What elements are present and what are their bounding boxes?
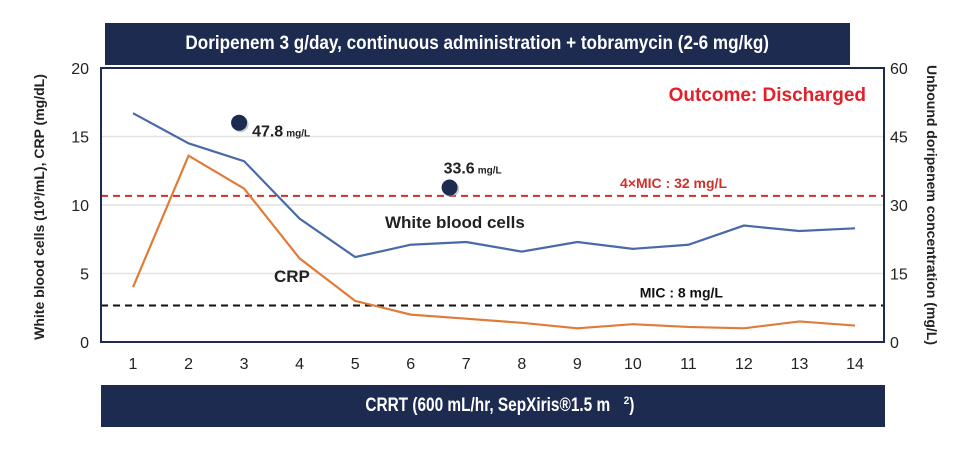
- x-tick-label: 12: [735, 356, 753, 373]
- crp-label: CRP: [274, 267, 310, 286]
- gridlines: [101, 135, 884, 275]
- point-value-label: 47.8 mg/L: [252, 124, 310, 141]
- right-tick-label: 15: [890, 267, 908, 284]
- plot-frame: [100, 67, 885, 343]
- x-tick-label: 11: [680, 356, 697, 373]
- wbc-line: [132, 112, 856, 259]
- right-tick-label: 45: [890, 130, 908, 147]
- left-axis-title: White blood cells (10³/mL), CRP (mg/dL): [31, 74, 47, 340]
- x-tick-label: 13: [791, 356, 809, 373]
- x-tick-label: 6: [406, 356, 415, 373]
- doripenem-point: [441, 179, 458, 196]
- doripenem-points: 47.8 mg/L 33.6 mg/L: [231, 114, 502, 198]
- x-axis-ticks: 1 2 3 4 5 6 7 8 9 10 11 12 13 14: [129, 356, 864, 373]
- mic-label: MIC : 8 mg/L: [640, 284, 724, 300]
- four-mic-label: 4×MIC : 32 mg/L: [620, 175, 727, 191]
- reference-lines: 4×MIC : 32 mg/L MIC : 8 mg/L: [101, 175, 884, 307]
- x-tick-label: 4: [295, 356, 304, 373]
- x-tick-label: 14: [846, 356, 864, 373]
- x-tick-label: 1: [129, 356, 138, 373]
- doripenem-point: [231, 114, 248, 131]
- crrt-banner: CRRT (600 mL/hr, SepXiris®1.5 m 2): [101, 385, 885, 427]
- x-tick-label: 7: [462, 356, 471, 373]
- left-tick-label: 10: [71, 198, 89, 215]
- right-tick-label: 60: [890, 61, 908, 78]
- regimen-banner: Doripenem 3 g/day, continuous administra…: [105, 23, 850, 65]
- left-tick-label: 0: [80, 335, 89, 352]
- regimen-banner-text: Doripenem 3 g/day, continuous administra…: [185, 33, 770, 54]
- crrt-banner-text: CRRT (600 mL/hr, SepXiris®1.5 m 2): [351, 395, 634, 417]
- x-tick-label: 5: [351, 356, 360, 373]
- right-axis-ticks: 0 15 30 45 60: [890, 61, 908, 352]
- crp-line: [131, 154, 856, 330]
- left-tick-label: 15: [71, 130, 89, 147]
- crrt-suffix: ): [629, 395, 635, 417]
- right-tick-label: 30: [890, 198, 908, 215]
- point-value-label: 33.6 mg/L: [444, 161, 502, 178]
- point-unit: mg/L: [478, 166, 502, 177]
- point-unit: mg/L: [286, 129, 310, 140]
- x-tick-label: 2: [184, 356, 193, 373]
- x-tick-label: 9: [573, 356, 582, 373]
- left-tick-label: 20: [71, 61, 89, 78]
- x-tick-label: 3: [240, 356, 249, 373]
- crrt-text: CRRT (600 mL/hr, SepXiris®1.5 m: [364, 395, 610, 417]
- outcome-annotation: Outcome: Discharged: [669, 85, 866, 106]
- series-lines: [131, 112, 856, 330]
- wbc-label: White blood cells: [385, 213, 525, 232]
- x-tick-label: 8: [517, 356, 526, 373]
- left-tick-label: 5: [80, 267, 89, 284]
- left-axis-ticks: 0 5 10 15 20: [71, 61, 89, 352]
- right-tick-label: 0: [890, 335, 899, 352]
- x-tick-label: 10: [624, 356, 642, 373]
- right-axis-title: Unbound doripenem concentration (mg/L): [924, 65, 940, 345]
- crrt-superscript: 2: [623, 394, 629, 407]
